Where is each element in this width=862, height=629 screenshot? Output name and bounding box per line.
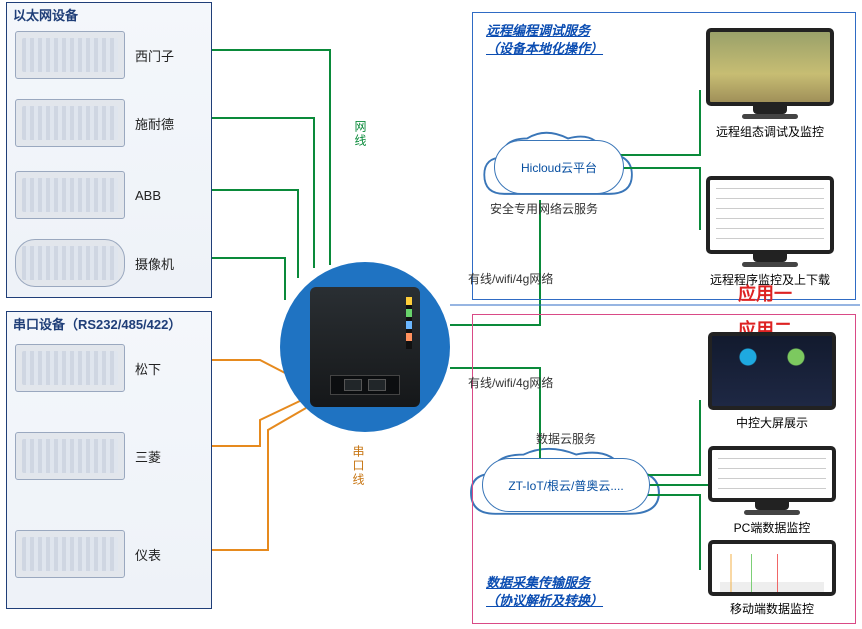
monitor: 移动端数据监控 [702,540,842,617]
device-label: 摄像机 [135,254,174,273]
monitor: 中控大屏展示 [702,332,842,431]
cloud-label: ZT-IoT/根云/普奥云.... [508,477,623,494]
device-label: ABB [135,188,161,203]
device-row: ABB [15,167,205,223]
device-siemens-icon [15,31,125,79]
device-label: 松下 [135,359,161,378]
monitor-label: 移动端数据监控 [730,600,814,617]
device-row: 摄像机 [15,235,205,291]
monitor-label: 远程组态调试及监控 [716,123,824,140]
device-camera-icon [15,239,125,287]
device-label: 西门子 [135,46,174,65]
app1-link-label: 有线/wifi/4g网络 [468,270,553,287]
ethernet-panel-title: 以太网设备 [13,5,78,24]
device-row: 三菱 [15,428,205,484]
monitor-label: 中控大屏展示 [736,414,808,431]
device-abb-icon [15,171,125,219]
device-row: 松下 [15,340,205,396]
monitor: 远程程序监控及上下载 [700,176,840,288]
monitor-screen-icon [708,446,836,502]
svc-line1: 远程编程调试服务 [486,23,590,38]
svc-line2: （设备本地化操作） [486,41,603,56]
svc-line2: （协议解析及转换） [486,593,603,608]
ethernet-panel: 以太网设备 西门子 施耐德 ABB 摄像机 [6,2,212,298]
monitor: PC端数据监控 [702,446,842,536]
serial-panel: 串口设备（RS232/485/422） 松下 三菱 仪表 [6,311,212,609]
svc-line1: 数据采集传输服务 [486,575,590,590]
app2-cloud: ZT-IoT/根云/普奥云.... [482,458,650,512]
monitor-label: 远程程序监控及上下载 [710,271,830,288]
device-label: 施耐德 [135,114,174,133]
device-label: 三菱 [135,447,161,466]
app2-cloud-sub: 数据云服务 [536,430,596,447]
device-meter-icon [15,530,125,578]
device-mitsubishi-icon [15,432,125,480]
cloud-label: Hicloud云平台 [521,159,597,176]
device-label: 仪表 [135,545,161,564]
device-panasonic-icon [15,344,125,392]
app2-link-label: 有线/wifi/4g网络 [468,374,553,391]
device-row: 仪表 [15,526,205,582]
monitor-screen-icon [708,540,836,596]
serial-cable-label: 串口线 [350,445,367,487]
monitor: 远程组态调试及监控 [700,28,840,140]
monitor-screen-icon [706,176,834,254]
app1-service-title: 远程编程调试服务 （设备本地化操作） [486,22,603,58]
gateway-device-icon [310,287,420,407]
monitor-screen-icon [708,332,836,410]
net-cable-label: 网线 [352,120,369,148]
device-row: 施耐德 [15,95,205,151]
serial-panel-title: 串口设备（RS232/485/422） [13,314,181,333]
app1-cloud: Hicloud云平台 [494,140,624,194]
app2-service-title: 数据采集传输服务 （协议解析及转换） [486,574,603,610]
device-schneider-icon [15,99,125,147]
device-row: 西门子 [15,27,205,83]
gateway-hub [280,262,450,432]
monitor-label: PC端数据监控 [734,519,811,536]
monitor-screen-icon [706,28,834,106]
app1-cloud-sub: 安全专用网络云服务 [490,200,598,217]
